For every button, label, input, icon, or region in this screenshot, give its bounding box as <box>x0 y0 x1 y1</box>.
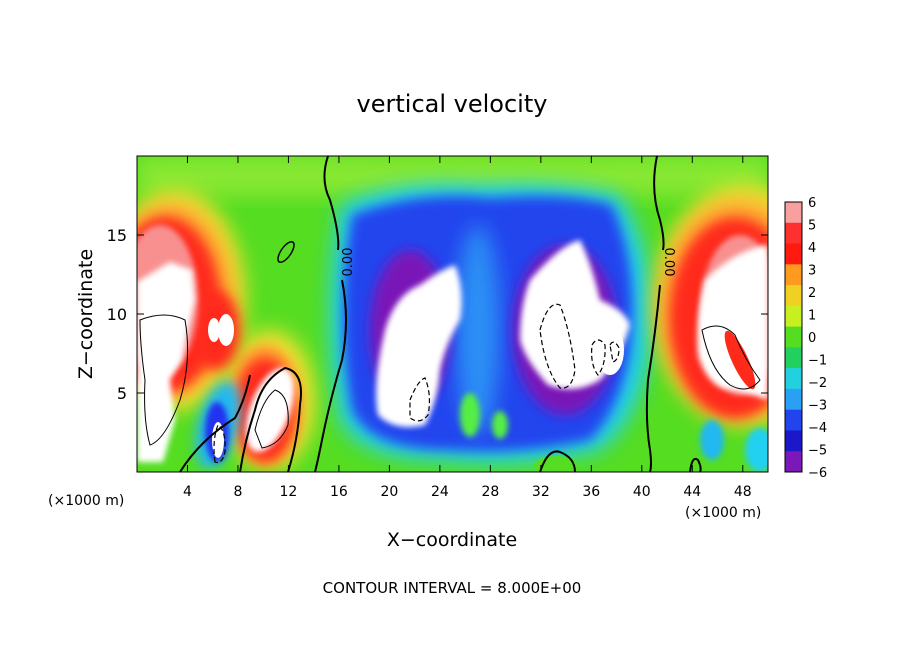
colorbar-tick-label: −5 <box>808 444 827 459</box>
x-tick-label: 44 <box>683 484 701 500</box>
colorbar-swatch <box>785 305 802 328</box>
contour-interval-note: CONTOUR INTERVAL = 8.000E+00 <box>323 579 582 597</box>
heatmap-field <box>137 156 768 472</box>
colorbar-tick-label: 5 <box>808 219 816 234</box>
colorbar-swatch <box>785 222 802 245</box>
x-tick-label: 4 <box>183 484 192 500</box>
colorbar-tick-label: −1 <box>808 354 827 369</box>
contour-label-right: 0.00 <box>661 248 676 277</box>
colorbar-swatch <box>785 409 802 431</box>
x-tick-label: 20 <box>380 484 398 500</box>
colorbar-swatch <box>785 285 802 307</box>
colorbar-tick-label: −2 <box>808 376 827 391</box>
colorbar-tick-label: −6 <box>808 466 827 481</box>
x-tick-label: 12 <box>280 484 298 500</box>
x-unit-label-right: (×1000 m) <box>685 505 761 521</box>
x-axis-label: X−coordinate <box>387 529 517 551</box>
contour-labels: 0.00 0.00 <box>341 248 676 277</box>
colorbar-swatch <box>785 451 802 473</box>
colorbar-tick-label: 1 <box>808 309 816 324</box>
chart-title: vertical velocity <box>357 90 548 118</box>
colorbar-tick-label: 2 <box>808 286 816 301</box>
contour-label-left: 0.00 <box>341 248 356 277</box>
x-tick-label: 32 <box>532 484 550 500</box>
colorbar-swatch <box>785 388 802 411</box>
x-tick-label: 16 <box>330 484 348 500</box>
colorbar-tick-label: −3 <box>808 399 827 414</box>
colorbar-tick-label: −4 <box>808 421 827 436</box>
colorbar-swatch <box>785 326 802 348</box>
x-axis: 4 8 12 16 20 24 28 32 36 40 44 48 <box>183 156 752 500</box>
x-tick-label: 8 <box>233 484 242 500</box>
colorbar-tick-label: 4 <box>808 241 816 256</box>
y-tick-label: 5 <box>117 384 127 403</box>
colorbar-tick-label: 0 <box>808 331 816 346</box>
x-tick-label: 36 <box>582 484 600 500</box>
colorbar-swatch <box>785 243 802 265</box>
y-tick-label: 10 <box>107 305 127 324</box>
colorbar-swatch <box>785 347 802 369</box>
contour-lines <box>139 156 768 472</box>
x-tick-label: 48 <box>734 484 752 500</box>
colorbar-tick-label: 3 <box>808 264 816 279</box>
colorbar-swatch <box>785 264 802 286</box>
x-tick-label: 24 <box>431 484 449 500</box>
colorbar-swatch <box>785 202 802 224</box>
x-tick-label: 28 <box>481 484 499 500</box>
colorbar-swatch <box>785 368 802 390</box>
colorbar-tick-label: 6 <box>808 196 816 211</box>
colorbar-frame <box>784 201 803 473</box>
y-tick-label: 15 <box>107 226 127 245</box>
colorbar: 6 5 4 3 2 1 0 −1 −2 −3 −4 −5 −6 <box>784 196 827 481</box>
x-unit-label-left: (×1000 m) <box>48 493 124 509</box>
y-axis-label: Z−coordinate <box>75 249 97 379</box>
colorbar-swatch <box>785 430 802 452</box>
x-tick-label: 40 <box>633 484 651 500</box>
y-axis: 5 10 15 <box>107 226 768 403</box>
